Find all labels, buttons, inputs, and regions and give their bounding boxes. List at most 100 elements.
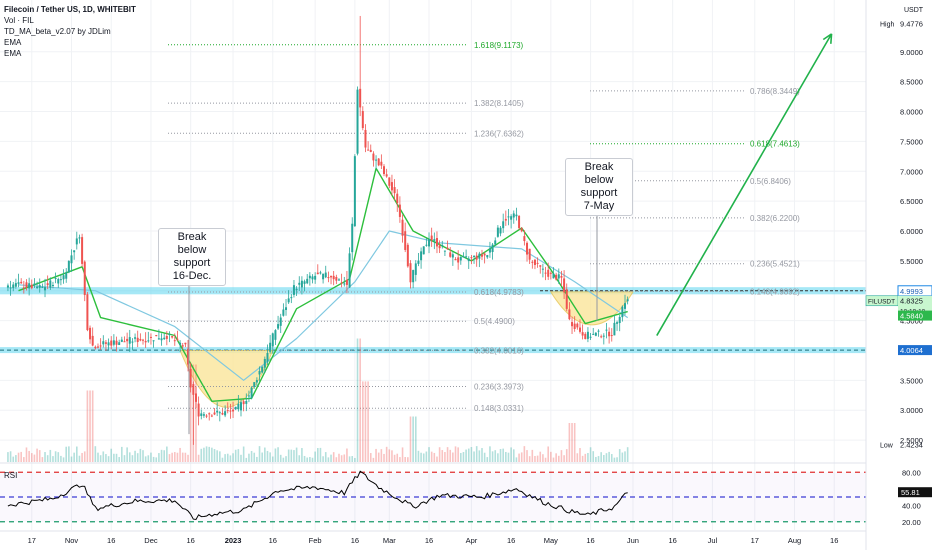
candle-body-160 bbox=[430, 235, 433, 241]
price-axis-unit: USDT bbox=[904, 7, 924, 14]
fib-levels: 1.618(9.1173) 1.382(8.1405) 1.236(7.6362) 0… bbox=[168, 41, 800, 413]
volume-bar-15 bbox=[46, 455, 49, 462]
candle-body-117 bbox=[316, 272, 319, 275]
volume-bar-179 bbox=[481, 448, 483, 462]
candle-body-24 bbox=[70, 255, 73, 264]
volume-bar-140 bbox=[377, 452, 380, 462]
indicator-ema-1[interactable]: EMA bbox=[4, 38, 22, 47]
candle-body-179 bbox=[480, 254, 483, 257]
candle-body-186 bbox=[499, 227, 502, 234]
candle-body-106 bbox=[287, 298, 290, 303]
candle-body-71 bbox=[194, 393, 197, 402]
price-axis-bg bbox=[866, 0, 932, 550]
candle-body-70 bbox=[192, 384, 195, 395]
volume-bar-42 bbox=[118, 457, 120, 462]
volume-bar-84 bbox=[229, 455, 232, 462]
candle-body-218 bbox=[584, 333, 587, 340]
volume-bar-102 bbox=[277, 447, 279, 462]
fib-right-label-5: 0.148(4.9892) bbox=[750, 287, 800, 296]
candle-body-92 bbox=[250, 387, 253, 399]
volume-bar-224 bbox=[600, 452, 602, 462]
volume-bar-0 bbox=[7, 452, 9, 462]
volume-bar-127 bbox=[343, 454, 346, 462]
volume-bar-170 bbox=[457, 447, 459, 462]
volume-bar-226 bbox=[605, 453, 608, 462]
volume-bar-164 bbox=[441, 450, 444, 462]
volume-bar-198 bbox=[531, 449, 534, 462]
candle-body-191 bbox=[512, 213, 515, 218]
candle-body-140 bbox=[377, 158, 380, 166]
volume-bar-92 bbox=[250, 450, 253, 462]
candle-body-173 bbox=[465, 256, 468, 258]
volume-bar-205 bbox=[550, 451, 552, 462]
candle-body-114 bbox=[308, 275, 311, 279]
candle-body-2 bbox=[12, 284, 15, 289]
rsi-label[interactable]: RSI bbox=[4, 471, 18, 480]
callout-dec-line-3: 16-Dec. bbox=[172, 270, 212, 282]
candle-body-101 bbox=[274, 330, 277, 340]
indicator-ema-2[interactable]: EMA bbox=[4, 49, 22, 58]
price-tick-1: 8.5000 bbox=[900, 78, 923, 87]
candle-body-120 bbox=[324, 272, 327, 278]
indicator-volume[interactable]: Vol · FIL bbox=[4, 16, 34, 25]
fib-left-label-5: 0.382(4.0016) bbox=[474, 346, 524, 355]
candle-body-153 bbox=[412, 270, 415, 283]
candle-body-119 bbox=[322, 273, 325, 280]
fib-left-label-7: 0.148(3.0331) bbox=[474, 404, 524, 413]
volume-bar-86 bbox=[234, 449, 237, 462]
candle-body-164 bbox=[441, 245, 444, 247]
volume-bar-123 bbox=[332, 452, 335, 462]
volume-bar-173 bbox=[465, 449, 467, 462]
candle-body-81 bbox=[221, 412, 224, 415]
candle-body-25 bbox=[73, 250, 76, 253]
candle-body-1 bbox=[9, 287, 12, 289]
time-tick-19: Aug bbox=[788, 536, 801, 545]
candle-body-221 bbox=[592, 333, 595, 335]
volume-bar-184 bbox=[494, 450, 497, 462]
volume-bar-212 bbox=[568, 423, 571, 462]
candle-body-78 bbox=[213, 412, 216, 415]
candle-body-51 bbox=[142, 339, 145, 341]
volume-bar-133 bbox=[359, 338, 361, 462]
volume-bar-136 bbox=[367, 381, 369, 462]
candle-body-178 bbox=[478, 253, 481, 259]
volume-bar-128 bbox=[346, 448, 348, 462]
volume-bar-112 bbox=[303, 455, 306, 462]
callout-dec-line-1: Break below bbox=[177, 231, 207, 256]
candle-body-208 bbox=[557, 274, 560, 279]
volume-bar-94 bbox=[256, 456, 258, 462]
callout-may-line-3: 7-May bbox=[583, 200, 615, 212]
rsi-pane bbox=[0, 470, 866, 523]
volume-bar-177 bbox=[475, 446, 478, 462]
volume-bar-125 bbox=[338, 453, 340, 462]
candle-body-214 bbox=[573, 323, 576, 330]
indicator-td-ma[interactable]: TD_MA_beta_v2.07 by JDLim bbox=[4, 27, 111, 36]
candle-body-80 bbox=[218, 412, 221, 414]
volume-bar-183 bbox=[491, 451, 494, 462]
price-label-value-4: 4.5840 bbox=[900, 312, 923, 321]
candle-body-34 bbox=[96, 346, 99, 348]
candle-body-122 bbox=[330, 275, 333, 278]
volume-bar-39 bbox=[110, 448, 113, 462]
volume-bar-130 bbox=[351, 456, 354, 462]
candle-body-146 bbox=[393, 187, 396, 194]
candle-body-232 bbox=[621, 306, 624, 318]
candle-body-11 bbox=[36, 286, 39, 289]
candle-body-131 bbox=[353, 156, 356, 227]
volume-bar-142 bbox=[383, 453, 385, 462]
volume-bar-68 bbox=[187, 454, 189, 462]
candle-body-61 bbox=[168, 334, 171, 336]
candle-body-41 bbox=[115, 340, 118, 345]
volume-bar-231 bbox=[618, 449, 621, 462]
symbol-title[interactable]: Filecoin / Tether US, 1D, WHITEBIT bbox=[4, 5, 136, 14]
volume-bar-119 bbox=[322, 456, 324, 462]
time-tick-6: 16 bbox=[269, 536, 277, 545]
time-tick-0: 17 bbox=[28, 536, 36, 545]
volume-bar-45 bbox=[126, 447, 128, 462]
time-tick-12: 16 bbox=[507, 536, 515, 545]
time-axis: 17 Nov 16 Dec 16 2023 16 Feb 16 Mar 16 Apr 16 May 16 Ju… bbox=[0, 530, 866, 545]
candle-body-162 bbox=[435, 238, 438, 247]
candle-body-57 bbox=[157, 338, 160, 340]
candle-body-202 bbox=[541, 268, 544, 270]
